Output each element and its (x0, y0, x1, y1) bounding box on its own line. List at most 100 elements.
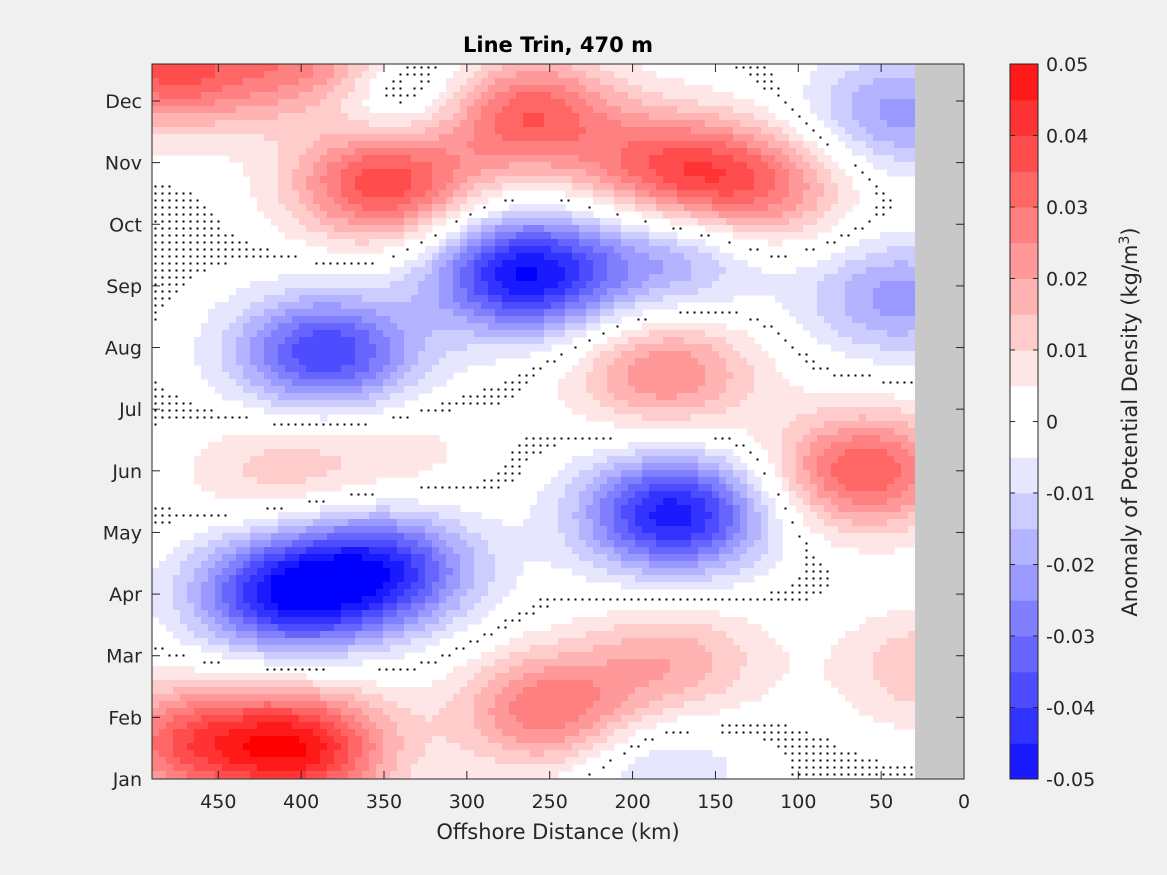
contour-cell (334, 554, 342, 562)
contour-cell (243, 624, 251, 632)
contour-cell (264, 113, 272, 121)
contour-cell (460, 624, 468, 632)
contour-cell (320, 190, 328, 198)
contour-cell (453, 183, 461, 191)
contour-cell (551, 141, 559, 149)
contour-cell (376, 582, 384, 590)
contour-cell (495, 344, 503, 352)
contour-cell (474, 253, 482, 261)
contour-cell (243, 526, 251, 534)
contour-cell (320, 757, 328, 765)
contour-cell (390, 610, 398, 618)
contour-cell (509, 736, 517, 744)
contour-cell (509, 764, 517, 772)
contour-cell (159, 673, 167, 681)
contour-cell (208, 568, 216, 576)
contour-cell (523, 302, 531, 310)
contour-cell (306, 351, 314, 359)
contour-cell (285, 162, 293, 170)
contour-cell (593, 344, 601, 352)
contour-cell (369, 337, 377, 345)
contour-cell (460, 64, 468, 72)
contour-cell (390, 309, 398, 317)
contour-cell (208, 134, 216, 142)
contour-cell (565, 267, 573, 275)
contour-cell (362, 540, 370, 548)
chart-title: Line Trin, 470 m (463, 33, 653, 57)
contour-cell (509, 708, 517, 716)
contour-cell (348, 708, 356, 716)
contour-cell (411, 512, 419, 520)
contour-cell (572, 386, 580, 394)
contour-cell (558, 302, 566, 310)
contour-cell (516, 155, 524, 163)
contour-cell (313, 169, 321, 177)
contour-cell (551, 743, 559, 751)
contour-cell (467, 127, 475, 135)
contour-cell (404, 176, 412, 184)
contour-cell (313, 477, 321, 485)
contour-cell (271, 771, 279, 779)
contour-cell (327, 743, 335, 751)
contour-cell (313, 330, 321, 338)
contour-cell (208, 645, 216, 653)
contour-cell (418, 232, 426, 240)
contour-cell (159, 148, 167, 156)
contour-cell (159, 64, 167, 72)
contour-cell (306, 113, 314, 121)
contour-cell (530, 232, 538, 240)
contour-cell (313, 386, 321, 394)
contour-cell (383, 631, 391, 639)
contour-cell (460, 71, 468, 79)
contour-cell (208, 673, 216, 681)
contour-cell (502, 337, 510, 345)
contour-cell (495, 99, 503, 107)
contour-cell (509, 295, 517, 303)
contour-cell (264, 561, 272, 569)
contour-cell (215, 757, 223, 765)
contour-cell (250, 617, 258, 625)
contour-cell (383, 372, 391, 380)
contour-cell (208, 365, 216, 373)
contour-cell (208, 603, 216, 611)
contour-cell (264, 337, 272, 345)
contour-cell (551, 71, 559, 79)
contour-cell (572, 260, 580, 268)
contour-cell (516, 302, 524, 310)
contour-cell (460, 603, 468, 611)
contour-cell (271, 323, 279, 331)
contour-cell (376, 708, 384, 716)
contour-cell (271, 344, 279, 352)
contour-cell (411, 463, 419, 471)
contour-cell (264, 204, 272, 212)
contour-cell (474, 764, 482, 772)
contour-cell (264, 603, 272, 611)
contour-cell (383, 568, 391, 576)
contour-cell (327, 141, 335, 149)
contour-cell (509, 148, 517, 156)
contour-cell (523, 519, 531, 527)
contour-cell (425, 162, 433, 170)
contour-cell (341, 645, 349, 653)
contour-cell (460, 232, 468, 240)
contour-cell (355, 309, 363, 317)
contour-cell (453, 358, 461, 366)
contour-cell (418, 764, 426, 772)
contour-cell (222, 442, 230, 450)
contour-cell (362, 344, 370, 352)
contour-cell (243, 169, 251, 177)
contour-cell (278, 547, 286, 555)
contour-cell (355, 694, 363, 702)
contour-cell (502, 78, 510, 86)
contour-cell (551, 99, 559, 107)
contour-cell (229, 85, 237, 93)
contour-cell (243, 127, 251, 135)
contour-cell (495, 323, 503, 331)
contour-cell (320, 309, 328, 317)
contour-cell (446, 148, 454, 156)
contour-cell (320, 218, 328, 226)
contour-cell (509, 652, 517, 660)
contour-cell (432, 680, 440, 688)
contour-cell (250, 351, 258, 359)
contour-cell (418, 372, 426, 380)
